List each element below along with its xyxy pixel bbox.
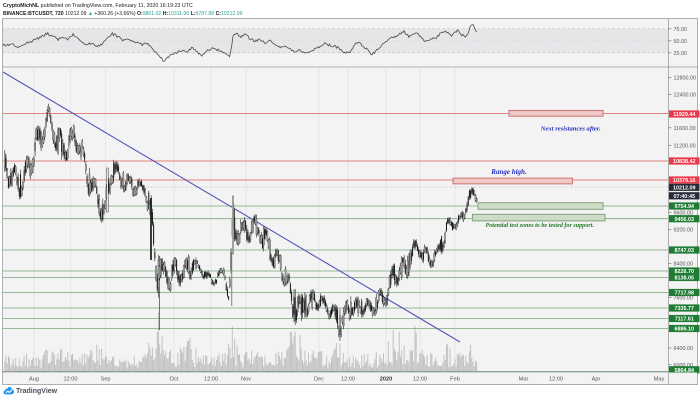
svg-text:Range high.: Range high.	[490, 168, 527, 176]
svg-text:Oct: Oct	[170, 377, 179, 383]
svg-text:8226.70: 8226.70	[675, 269, 695, 275]
svg-text:Sep: Sep	[101, 377, 111, 383]
svg-text:5864.84: 5864.84	[675, 368, 695, 374]
svg-text:Feb: Feb	[450, 377, 460, 383]
svg-text:Dec: Dec	[314, 377, 324, 383]
svg-text:7600.00: 7600.00	[674, 296, 694, 302]
svg-text:2020: 2020	[380, 377, 392, 383]
svg-text:8747.03: 8747.03	[675, 248, 695, 254]
svg-text:7335.77: 7335.77	[675, 306, 695, 312]
svg-text:10379.16: 10379.16	[673, 178, 695, 184]
svg-text:May: May	[654, 377, 665, 383]
svg-text:Aug: Aug	[29, 377, 39, 383]
svg-text:7717.98: 7717.98	[675, 291, 695, 297]
svg-text:11200.00: 11200.00	[674, 143, 696, 149]
svg-text:Next resistances after.: Next resistances after.	[540, 126, 601, 133]
svg-text:12:00: 12:00	[413, 377, 427, 383]
svg-text:Apr: Apr	[592, 377, 601, 383]
svg-text:25.00: 25.00	[674, 51, 688, 57]
svg-text:9200.00: 9200.00	[674, 228, 694, 234]
svg-text:6886.10: 6886.10	[675, 327, 695, 333]
svg-text:12800.00: 12800.00	[674, 76, 696, 82]
svg-text:12400.00: 12400.00	[674, 92, 696, 98]
svg-text:07:40:45: 07:40:45	[674, 194, 696, 200]
svg-text:12:00: 12:00	[341, 377, 355, 383]
svg-text:11600.00: 11600.00	[674, 126, 696, 132]
svg-text:6000.00: 6000.00	[674, 363, 694, 369]
svg-text:6400.00: 6400.00	[674, 346, 694, 352]
svg-text:12:00: 12:00	[64, 377, 78, 383]
svg-text:Mar: Mar	[519, 377, 529, 383]
svg-text:9456.03: 9456.03	[675, 217, 695, 223]
svg-text:10838.42: 10838.42	[673, 159, 695, 165]
svg-text:8138.05: 8138.05	[675, 276, 695, 282]
svg-text:Potential test zones to be tes: Potential test zones to be tested for su…	[486, 223, 595, 229]
svg-text:9754.94: 9754.94	[675, 204, 695, 210]
svg-text:75.00: 75.00	[674, 27, 688, 33]
svg-text:Nov: Nov	[241, 377, 251, 383]
svg-text:12:00: 12:00	[549, 377, 563, 383]
svg-text:11929.44: 11929.44	[673, 112, 695, 118]
svg-text:8400.00: 8400.00	[674, 262, 694, 268]
svg-text:7117.61: 7117.61	[675, 317, 694, 323]
svg-text:50.00: 50.00	[674, 39, 688, 45]
svg-text:12:00: 12:00	[204, 377, 218, 383]
svg-text:9600.00: 9600.00	[674, 211, 694, 217]
svg-text:10212.09: 10212.09	[673, 186, 695, 192]
